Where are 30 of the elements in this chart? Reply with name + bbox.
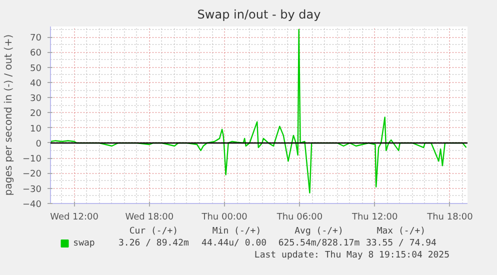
text: Avg (-/+) [294,226,344,236]
y-tick-label: −40 [22,200,42,210]
x-tick-label: Wed 12:00 [50,212,99,222]
y-tick-label: 30 [30,94,42,104]
y-tick-label: 0 [36,139,42,150]
x-tick-label: Thu 12:00 [350,212,398,222]
y-tick-label: −20 [22,170,42,180]
y-tick-label: 50 [30,64,42,74]
y-tick-label: 40 [30,78,42,89]
text: 33.55 / 74.94 [366,238,436,248]
y-tick-label: 20 [30,109,42,120]
x-tick-label: Thu 00:00 [200,212,248,222]
legend-label: swap [73,238,95,248]
text: Last update: Thu May 8 19:15:04 2025 [254,250,450,260]
text: Cur (-/+) [129,226,178,236]
chart-title: Swap in/out - by day [197,8,321,22]
x-tick-label: Thu 18:00 [426,212,474,222]
y-tick-label: 10 [30,124,42,134]
text: 625.54m/828.17m [278,238,360,248]
y-tick-label: 60 [30,48,42,59]
text: 3.26 / 89.42m [118,238,189,248]
text: 44.44u/ 0.00 [202,238,267,248]
y-axis-title: pages per second in (-) / out (+) [4,34,15,196]
x-tick-label: Wed 18:00 [125,212,174,222]
y-tick-label: −30 [22,184,42,195]
y-tick-label: 70 [30,34,42,44]
text: Min (-/+) [212,226,262,236]
y-tick-label: −10 [22,154,42,165]
text: Max (-/+) [376,226,426,236]
x-tick-label: Thu 06:00 [276,212,323,222]
